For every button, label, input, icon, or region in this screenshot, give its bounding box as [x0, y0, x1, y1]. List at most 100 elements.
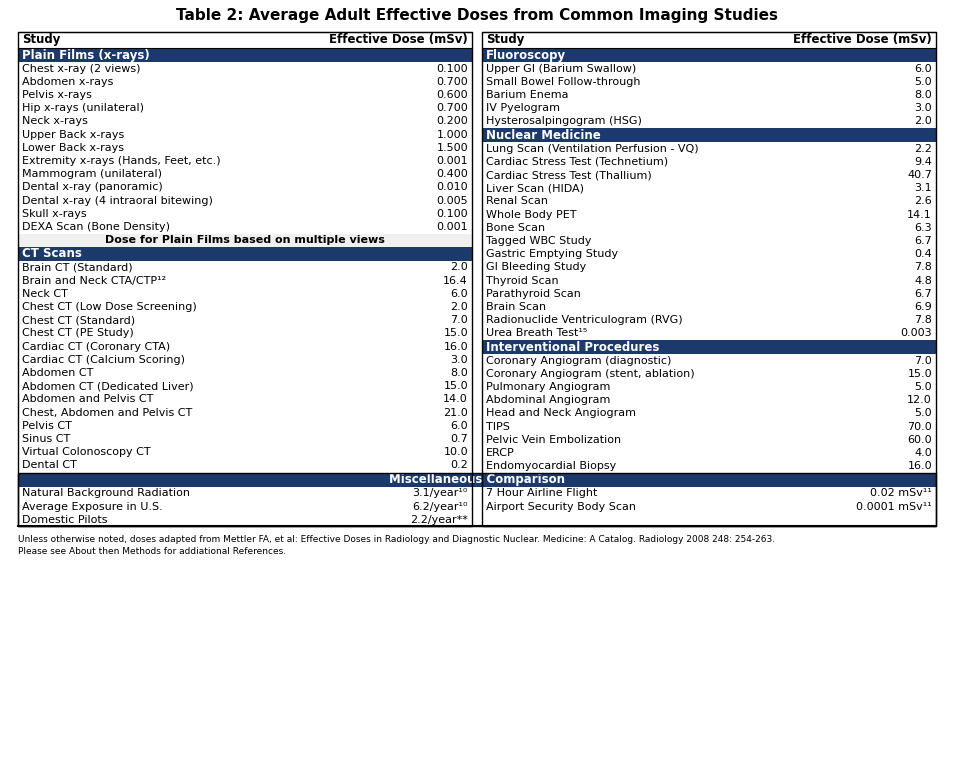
Text: CT Scans: CT Scans [22, 248, 82, 261]
Bar [18, 473, 935, 526]
Text: 6.2/year¹⁰: 6.2/year¹⁰ [412, 502, 468, 512]
Text: Chest x-ray (2 views): Chest x-ray (2 views) [22, 63, 140, 73]
Text: Hip x-rays (unilateral): Hip x-rays (unilateral) [22, 103, 144, 113]
Text: 14.1: 14.1 [906, 209, 931, 219]
Text: Abdomen CT: Abdomen CT [22, 368, 93, 378]
Text: 5.0: 5.0 [913, 409, 931, 419]
Text: Effective Dose (mSv): Effective Dose (mSv) [329, 34, 468, 47]
Text: Effective Dose (mSv): Effective Dose (mSv) [792, 34, 931, 47]
Text: 0.400: 0.400 [436, 169, 468, 180]
Text: Bone Scan: Bone Scan [485, 223, 544, 233]
Text: Small Bowel Follow-through: Small Bowel Follow-through [485, 77, 639, 87]
Text: Nuclear Medicine: Nuclear Medicine [485, 128, 600, 141]
Text: Thyroid Scan: Thyroid Scan [485, 276, 558, 286]
Text: 0.001: 0.001 [436, 156, 468, 166]
Text: 0.100: 0.100 [436, 209, 468, 219]
Text: 0.700: 0.700 [436, 103, 468, 113]
Bar [18, 234, 472, 247]
Text: 10.0: 10.0 [443, 447, 468, 457]
Text: 4.0: 4.0 [913, 448, 931, 458]
Text: Extremity x-rays (Hands, Feet, etc.): Extremity x-rays (Hands, Feet, etc.) [22, 156, 220, 166]
Text: Lower Back x-rays: Lower Back x-rays [22, 143, 124, 153]
Text: Pelvis CT: Pelvis CT [22, 421, 71, 431]
Text: 8.0: 8.0 [913, 90, 931, 100]
Text: Brain CT (Standard): Brain CT (Standard) [22, 262, 132, 273]
Text: Pelvic Vein Embolization: Pelvic Vein Embolization [485, 435, 620, 445]
Text: 15.0: 15.0 [443, 381, 468, 391]
Text: Brain Scan: Brain Scan [485, 302, 545, 312]
Text: 2.2: 2.2 [913, 144, 931, 154]
Text: Endomyocardial Biopsy: Endomyocardial Biopsy [485, 461, 616, 471]
Text: Natural Background Radiation: Natural Background Radiation [22, 488, 190, 498]
Text: Gastric Emptying Study: Gastric Emptying Study [485, 249, 618, 259]
Text: 40.7: 40.7 [906, 170, 931, 180]
Text: Neck CT: Neck CT [22, 289, 68, 299]
Text: 12.0: 12.0 [906, 395, 931, 405]
Bar [481, 48, 935, 62]
Text: 0.003: 0.003 [900, 329, 931, 338]
Text: 0.0001 mSv¹¹: 0.0001 mSv¹¹ [856, 502, 931, 512]
Text: 6.7: 6.7 [913, 289, 931, 299]
Bar [18, 247, 472, 261]
Text: 7 Hour Airline Flight: 7 Hour Airline Flight [485, 488, 597, 498]
Text: 9.4: 9.4 [913, 157, 931, 167]
Text: Dental x-ray (4 intraoral bitewing): Dental x-ray (4 intraoral bitewing) [22, 196, 213, 206]
Text: Study: Study [22, 34, 60, 47]
Text: Coronary Angiogram (stent, ablation): Coronary Angiogram (stent, ablation) [485, 369, 694, 379]
Text: 3.1: 3.1 [913, 183, 931, 193]
Text: Study: Study [485, 34, 524, 47]
Text: Lung Scan (Ventilation Perfusion - VQ): Lung Scan (Ventilation Perfusion - VQ) [485, 144, 698, 154]
Text: 6.0: 6.0 [913, 63, 931, 73]
Text: Chest CT (Low Dose Screening): Chest CT (Low Dose Screening) [22, 302, 196, 312]
Text: Brain and Neck CTA/CTP¹²: Brain and Neck CTA/CTP¹² [22, 276, 166, 286]
Text: Radionuclide Ventriculogram (RVG): Radionuclide Ventriculogram (RVG) [485, 316, 682, 325]
Text: 0.7: 0.7 [450, 434, 468, 444]
Text: Abdomen and Pelvis CT: Abdomen and Pelvis CT [22, 394, 153, 404]
Text: Whole Body PET: Whole Body PET [485, 209, 576, 219]
Text: Pelvis x-rays: Pelvis x-rays [22, 90, 91, 100]
Text: Virtual Colonoscopy CT: Virtual Colonoscopy CT [22, 447, 151, 457]
Text: Unless otherwise noted, doses adapted from Mettler FA, et al: Effective Doses in: Unless otherwise noted, doses adapted fr… [18, 536, 774, 545]
Text: Airport Security Body Scan: Airport Security Body Scan [485, 502, 636, 512]
Text: 14.0: 14.0 [443, 394, 468, 404]
Text: 2.0: 2.0 [913, 116, 931, 126]
Text: Cardiac CT (Calcium Scoring): Cardiac CT (Calcium Scoring) [22, 354, 185, 364]
Text: Dental CT: Dental CT [22, 461, 77, 471]
Text: Hysterosalpingogram (HSG): Hysterosalpingogram (HSG) [485, 116, 641, 126]
Text: 6.9: 6.9 [913, 302, 931, 312]
Text: Chest CT (Standard): Chest CT (Standard) [22, 316, 135, 325]
Bar [18, 473, 935, 487]
Text: IV Pyelogram: IV Pyelogram [485, 103, 559, 113]
Bar [481, 128, 935, 142]
Text: 0.4: 0.4 [913, 249, 931, 259]
Text: 70.0: 70.0 [906, 422, 931, 432]
Text: 3.0: 3.0 [450, 354, 468, 364]
Bar [481, 340, 935, 354]
Text: Neck x-rays: Neck x-rays [22, 116, 88, 126]
Text: Cardiac Stress Test (Thallium): Cardiac Stress Test (Thallium) [485, 170, 651, 180]
Text: 0.100: 0.100 [436, 63, 468, 73]
Text: Upper Back x-rays: Upper Back x-rays [22, 130, 124, 140]
Text: 5.0: 5.0 [913, 382, 931, 392]
Text: Tagged WBC Study: Tagged WBC Study [485, 236, 591, 246]
Text: 4.8: 4.8 [913, 276, 931, 286]
Text: Coronary Angiogram (diagnostic): Coronary Angiogram (diagnostic) [485, 355, 671, 366]
Text: 16.4: 16.4 [443, 276, 468, 286]
Text: 2.0: 2.0 [450, 302, 468, 312]
Text: Mammogram (unilateral): Mammogram (unilateral) [22, 169, 162, 180]
Text: 16.0: 16.0 [443, 342, 468, 351]
Text: Fluoroscopy: Fluoroscopy [485, 48, 565, 61]
Text: 2.0: 2.0 [450, 262, 468, 273]
Text: Sinus CT: Sinus CT [22, 434, 71, 444]
Text: 7.0: 7.0 [913, 355, 931, 366]
Text: 0.2: 0.2 [450, 461, 468, 471]
Text: 21.0: 21.0 [443, 408, 468, 418]
Text: Domestic Pilots: Domestic Pilots [22, 515, 108, 525]
Text: Pulmonary Angiogram: Pulmonary Angiogram [485, 382, 610, 392]
Text: 1.500: 1.500 [436, 143, 468, 153]
Text: 6.0: 6.0 [450, 289, 468, 299]
Text: Abdominal Angiogram: Abdominal Angiogram [485, 395, 610, 405]
Text: Miscellaneous Comparison: Miscellaneous Comparison [389, 474, 564, 487]
Text: 0.02 mSv¹¹: 0.02 mSv¹¹ [869, 488, 931, 498]
Text: Cardiac Stress Test (Technetium): Cardiac Stress Test (Technetium) [485, 157, 667, 167]
